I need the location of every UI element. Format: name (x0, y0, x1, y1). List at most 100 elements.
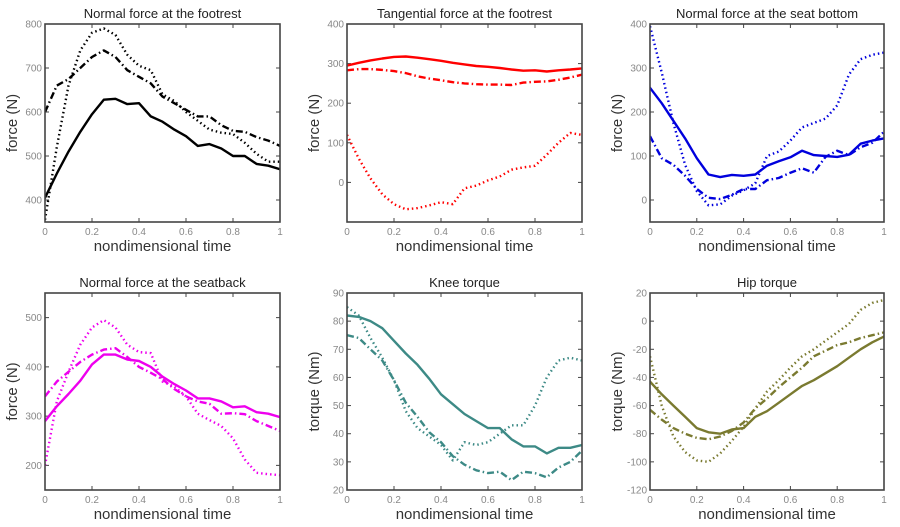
x-tick-label: 1 (579, 227, 585, 238)
y-tick-label: 20 (333, 486, 345, 497)
x-tick-label: 0.2 (690, 495, 704, 506)
series-line-solid (45, 97, 280, 200)
x-axis-label: nondimensional time (94, 506, 232, 523)
x-tick-label: 1 (277, 495, 283, 506)
subplot-1: Normal force at the footrest 0 0.2 0.4 0.6 0.… (4, 6, 283, 255)
x-tick-label: 0 (344, 495, 350, 506)
x-tick-label: 0.8 (528, 495, 542, 506)
y-tick-label: 0 (641, 196, 647, 207)
series-line-dash-dot (45, 347, 280, 433)
series-line-solid (650, 335, 884, 435)
y-tick-label: 500 (25, 152, 42, 163)
y-tick-label: -80 (633, 429, 648, 440)
axes-frame (346, 23, 583, 223)
y-tick-label: 70 (333, 345, 345, 356)
y-tick-label: 40 (333, 429, 345, 440)
x-tick-label: 0.2 (690, 227, 704, 238)
y-tick-label: 100 (327, 138, 344, 149)
y-tick-label: 0 (641, 317, 647, 328)
y-tick-label: 30 (333, 457, 345, 468)
subplot-4: Normal force at the seatback 0 0.2 0.4 0.6 0.… (4, 275, 283, 523)
x-tick-label: 0.6 (783, 495, 797, 506)
y-tick-label: -60 (633, 401, 648, 412)
x-axis-label: nondimensional time (698, 506, 836, 523)
x-axis-label: nondimensional time (396, 238, 534, 255)
y-tick-label: 200 (630, 108, 647, 119)
x-axis-label: nondimensional time (94, 238, 232, 255)
y-tick-label: -40 (633, 373, 648, 384)
series-line-solid (650, 86, 884, 179)
x-tick-label: 0.6 (481, 227, 495, 238)
chart-title: Tangential force at the footrest (377, 6, 552, 21)
x-axis-label: nondimensional time (698, 238, 836, 255)
y-tick-label: 600 (25, 108, 42, 119)
y-tick-label: 80 (333, 317, 345, 328)
y-tick-label: 200 (327, 99, 344, 110)
x-tick-label: 0.4 (132, 495, 146, 506)
series-line-dotted (650, 25, 884, 207)
y-axis-label: force (N) (306, 94, 323, 152)
chart-title: Normal force at the seatback (79, 275, 246, 290)
x-tick-label: 0.2 (387, 227, 401, 238)
x-tick-label: 0.2 (85, 227, 99, 238)
y-tick-label: 200 (25, 461, 42, 472)
series-line-dotted (347, 131, 582, 211)
y-tick-label: 20 (636, 289, 648, 300)
y-tick-label: 700 (25, 64, 42, 75)
subplot-3: Normal force at the seat bottom 0 0.2 0.4 0.… (609, 6, 887, 255)
x-tick-label: 0 (42, 495, 48, 506)
x-tick-label: 0.4 (132, 227, 146, 238)
x-tick-label: 1 (881, 495, 887, 506)
axes-frame (346, 292, 583, 491)
y-axis-label: torque (Nm) (306, 351, 323, 431)
y-tick-label: 300 (630, 64, 647, 75)
subplot-2: Tangential force at the footrest 0 0.2 0.4 0… (306, 6, 585, 255)
x-tick-label: 0.2 (85, 495, 99, 506)
axes-frame (44, 292, 281, 491)
axes-frame (649, 23, 885, 223)
y-axis-label: torque (Nm) (609, 351, 626, 431)
y-tick-label: 300 (25, 412, 42, 423)
series-line-dash-dot (45, 49, 280, 147)
y-tick-label: 400 (327, 20, 344, 31)
chart-title: Normal force at the seat bottom (676, 6, 858, 21)
series-line-solid (347, 55, 582, 73)
x-tick-label: 0.2 (387, 495, 401, 506)
y-tick-label: 800 (25, 20, 42, 31)
y-tick-label: -20 (633, 345, 648, 356)
x-tick-label: 0.6 (179, 495, 193, 506)
series-line-solid (45, 353, 280, 423)
chart-title: Knee torque (429, 275, 500, 290)
chart-title: Normal force at the footrest (84, 6, 242, 21)
x-tick-label: 0.4 (434, 495, 448, 506)
x-tick-label: 0.8 (226, 227, 240, 238)
x-tick-label: 0.6 (179, 227, 193, 238)
x-tick-label: 0.8 (830, 227, 844, 238)
y-axis-label: force (N) (609, 94, 626, 152)
x-tick-label: 0 (647, 495, 653, 506)
x-axis-label: nondimensional time (396, 506, 534, 523)
series-line-dash-dot (347, 334, 582, 482)
x-tick-label: 1 (277, 227, 283, 238)
y-tick-label: 400 (25, 196, 42, 207)
series-line-dotted (45, 27, 280, 220)
y-tick-label: 400 (25, 362, 42, 373)
y-tick-label: -100 (627, 457, 647, 468)
y-tick-label: 50 (333, 401, 345, 412)
subplot-5: Knee torque 0 0.2 0.4 0.6 0.8 1 20 30 40 50 60 70 80 9… (306, 275, 585, 523)
y-axis-label: force (N) (4, 94, 21, 152)
x-tick-label: 0.4 (737, 495, 751, 506)
x-tick-label: 0 (42, 227, 48, 238)
axes-frame (44, 23, 281, 223)
chart-title: Hip torque (737, 275, 797, 290)
y-tick-label: 500 (25, 313, 42, 324)
x-tick-label: 0.4 (737, 227, 751, 238)
x-tick-label: 0.6 (481, 495, 495, 506)
subplot-6: Hip torque 0 0.2 0.4 0.6 0.8 1 -120 -100 -80 -60 -4… (609, 275, 887, 523)
y-tick-label: 60 (333, 373, 345, 384)
y-tick-label: 100 (630, 152, 647, 163)
series-line-dash-dot (650, 130, 884, 201)
series-line-dotted (347, 306, 582, 462)
x-tick-label: 1 (579, 495, 585, 506)
x-tick-label: 0.8 (226, 495, 240, 506)
